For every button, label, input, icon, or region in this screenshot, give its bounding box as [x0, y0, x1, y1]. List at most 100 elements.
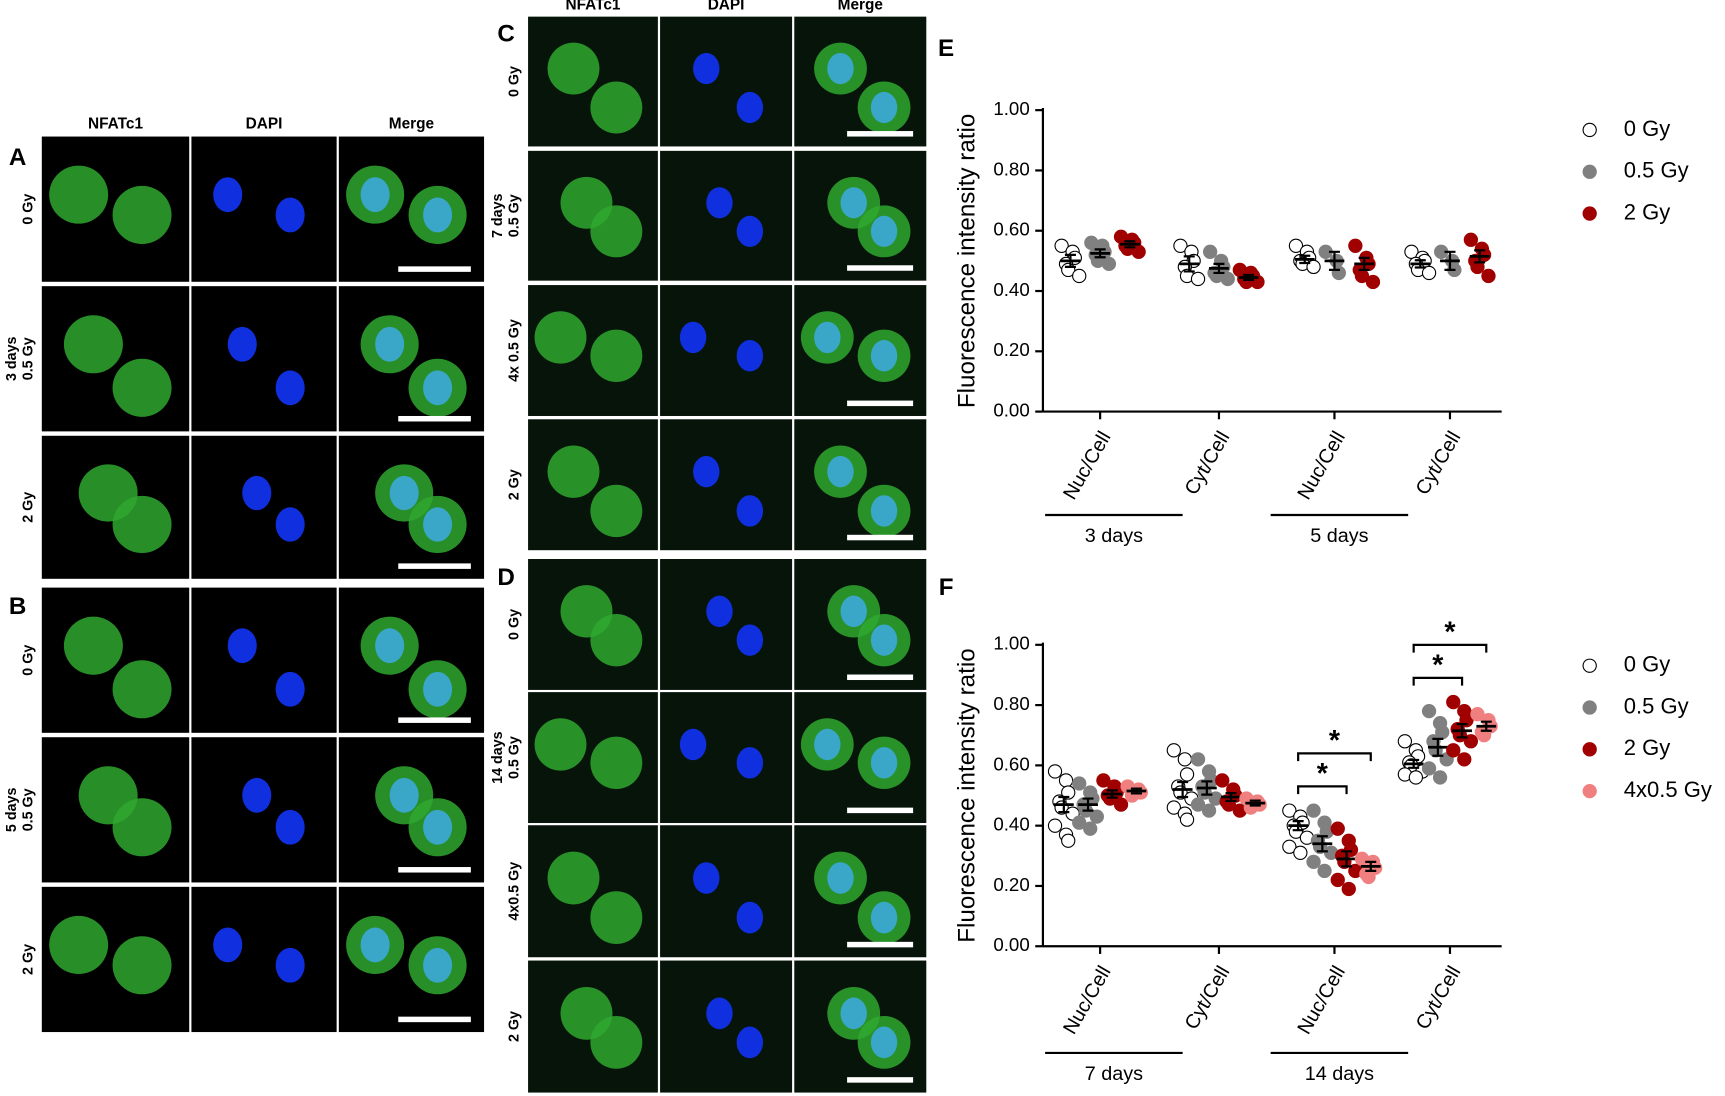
data-point: [1282, 803, 1297, 818]
y-tick-label: 1.00: [993, 98, 1029, 119]
data-point: [1282, 839, 1297, 854]
y-tick-label: 0.40: [993, 279, 1029, 300]
error-bar: [1249, 799, 1261, 807]
micrograph: [191, 587, 337, 733]
data-point: [1330, 872, 1345, 888]
scale-bar: [847, 1077, 914, 1083]
panel-label: C: [497, 21, 514, 48]
row-label: 0 Gy: [507, 609, 523, 640]
row-label: 5 days: [4, 788, 20, 833]
error-bar: [1058, 795, 1070, 814]
scale-bar: [847, 534, 914, 541]
error-bar: [1243, 273, 1255, 281]
x-tick-label: Cyt/Cell: [1412, 428, 1466, 499]
y-tick-label: 0.00: [993, 934, 1029, 955]
nucleus: [827, 862, 854, 894]
significance-star: *: [1317, 758, 1329, 790]
data-point: [1054, 238, 1069, 253]
data-point: [1481, 268, 1496, 284]
data-point: [1072, 268, 1087, 284]
scale-bar: [847, 265, 914, 271]
nucleus: [870, 91, 898, 124]
group-label: 5 days: [1310, 525, 1368, 547]
error-bar: [1064, 253, 1076, 268]
error-bar: [1183, 255, 1195, 273]
scale-bar: [398, 266, 471, 272]
error-bar: [1082, 797, 1094, 812]
data-point: [1113, 797, 1129, 812]
row-label: 0.5 Gy: [507, 736, 523, 779]
data-point: [1348, 238, 1363, 253]
y-tick-label: 0.80: [993, 158, 1029, 179]
column-header: Merge: [838, 0, 884, 14]
nucleus: [706, 997, 733, 1030]
nucleus: [814, 321, 841, 354]
column-header: DAPI: [708, 0, 745, 14]
nucleus: [736, 340, 764, 372]
nucleus: [870, 215, 898, 247]
micrograph: [660, 692, 793, 824]
y-tick-label: 0.00: [993, 400, 1029, 421]
nucleus: [736, 495, 764, 527]
panel-label: B: [9, 593, 26, 620]
scale-bar: [398, 415, 471, 422]
nucleus: [423, 197, 453, 233]
nucleus: [840, 187, 867, 219]
data-point: [1457, 752, 1472, 767]
nucleus: [275, 671, 305, 707]
y-tick-label: 0.60: [993, 753, 1029, 774]
micrograph: [660, 825, 793, 958]
error-bar: [1316, 835, 1328, 853]
significance-bracket: [1412, 676, 1464, 686]
row-label: 2 Gy: [507, 469, 523, 500]
x-tick-label: Nuc/Cell: [1059, 962, 1115, 1038]
data-point: [1190, 271, 1206, 287]
cell-signal: [49, 165, 109, 224]
cell-signal: [112, 798, 172, 857]
significance-star: *: [1432, 649, 1444, 681]
y-tick-label: 0.40: [993, 814, 1029, 835]
data-point: [1408, 770, 1424, 785]
legend-marker: [1582, 658, 1597, 673]
cell-signal: [590, 205, 643, 258]
column-header: NFATc1: [88, 116, 143, 133]
nucleus: [679, 321, 707, 354]
group-label: 7 days: [1085, 1063, 1143, 1085]
error-bar: [1094, 248, 1106, 259]
data-point: [1061, 833, 1076, 848]
cell-signal: [590, 329, 643, 382]
error-bar: [1177, 780, 1189, 799]
micrograph: [191, 136, 337, 282]
data-point: [1288, 238, 1304, 253]
nucleus: [423, 809, 453, 845]
row-label: 0.5 Gy: [507, 194, 523, 237]
cell-signal: [547, 445, 600, 498]
data-point: [1061, 785, 1076, 800]
micrograph: [660, 419, 793, 551]
legend-label: 2 Gy: [1624, 199, 1670, 224]
nucleus: [736, 747, 764, 779]
significance-star: *: [1444, 616, 1456, 648]
cell-signal: [534, 311, 587, 364]
error-bar: [1328, 250, 1340, 272]
micrograph: [191, 886, 337, 1033]
legend-marker: [1582, 783, 1597, 799]
error-bar: [1341, 850, 1353, 868]
data-point: [1293, 845, 1308, 860]
scale-bar: [398, 563, 471, 569]
data-point: [1201, 803, 1217, 818]
nucleus: [423, 507, 453, 542]
data-point: [1446, 694, 1461, 710]
error-bar: [1414, 259, 1426, 269]
panel-label: A: [9, 144, 26, 171]
data-point: [1220, 271, 1235, 287]
x-tick-label: Nuc/Cell: [1059, 428, 1115, 504]
y-tick-label: 0.60: [993, 219, 1029, 240]
nucleus: [827, 455, 854, 488]
cell-signal: [590, 484, 643, 538]
nucleus: [814, 728, 841, 761]
row-label: 2 Gy: [20, 944, 36, 975]
data-point: [1190, 752, 1206, 767]
error-bar: [1408, 758, 1420, 769]
cell-signal: [547, 851, 600, 905]
